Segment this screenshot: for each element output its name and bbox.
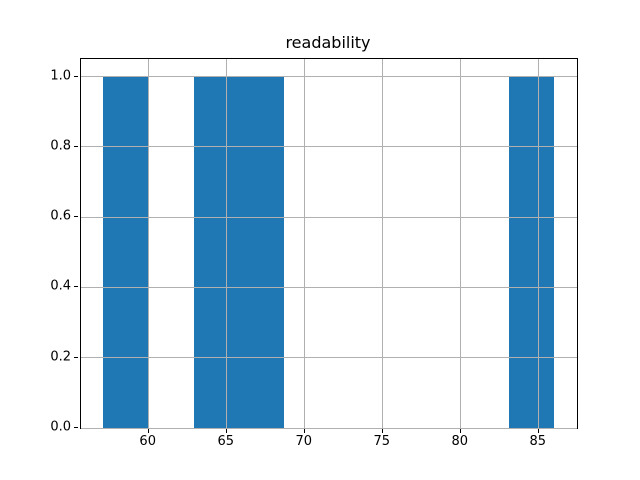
y-tick-mark (74, 286, 78, 288)
x-tick-label: 70 (295, 434, 313, 449)
y-tick-mark (74, 216, 78, 218)
gridline-horizontal (81, 146, 577, 148)
x-tick-label: 75 (373, 434, 391, 449)
histogram-bar (238, 76, 284, 428)
gridline-vertical (460, 59, 462, 428)
x-tick-mark (303, 429, 305, 433)
gridline-vertical (538, 59, 540, 428)
x-tick-label: 80 (451, 434, 469, 449)
gridline-horizontal (81, 286, 577, 288)
gridline-vertical (382, 59, 384, 428)
gridline-horizontal (81, 427, 577, 429)
x-tick-label: 85 (529, 434, 547, 449)
y-tick-label: 0.2 (50, 349, 71, 365)
gridline-horizontal (81, 76, 577, 78)
x-tick-label: 65 (217, 434, 234, 449)
x-tick-mark (537, 429, 539, 433)
histogram-bar (103, 76, 149, 428)
x-tick-mark (225, 429, 227, 433)
x-tick-mark (381, 429, 383, 433)
y-tick-mark (74, 356, 78, 358)
gridline-vertical (304, 59, 306, 428)
histogram-bar (509, 76, 555, 428)
histogram-bar (193, 76, 239, 428)
y-tick-mark (74, 427, 78, 428)
y-tick-label: 0.6 (50, 208, 71, 224)
y-tick-mark (74, 145, 78, 147)
gridline-vertical (148, 59, 150, 428)
plot-area (80, 58, 578, 429)
x-tick-mark (459, 429, 461, 433)
y-tick-label: 0.0 (50, 419, 71, 435)
y-tick-label: 1.0 (50, 68, 71, 84)
gridline-horizontal (81, 216, 577, 218)
x-tick-mark (147, 429, 149, 433)
y-tick-mark (74, 75, 78, 77)
y-tick-label: 0.8 (50, 138, 71, 154)
gridline-vertical (226, 59, 228, 428)
gridline-horizontal (81, 357, 577, 359)
x-tick-label: 60 (139, 434, 156, 449)
y-tick-label: 0.4 (50, 278, 71, 294)
chart-title: readability (285, 33, 371, 52)
